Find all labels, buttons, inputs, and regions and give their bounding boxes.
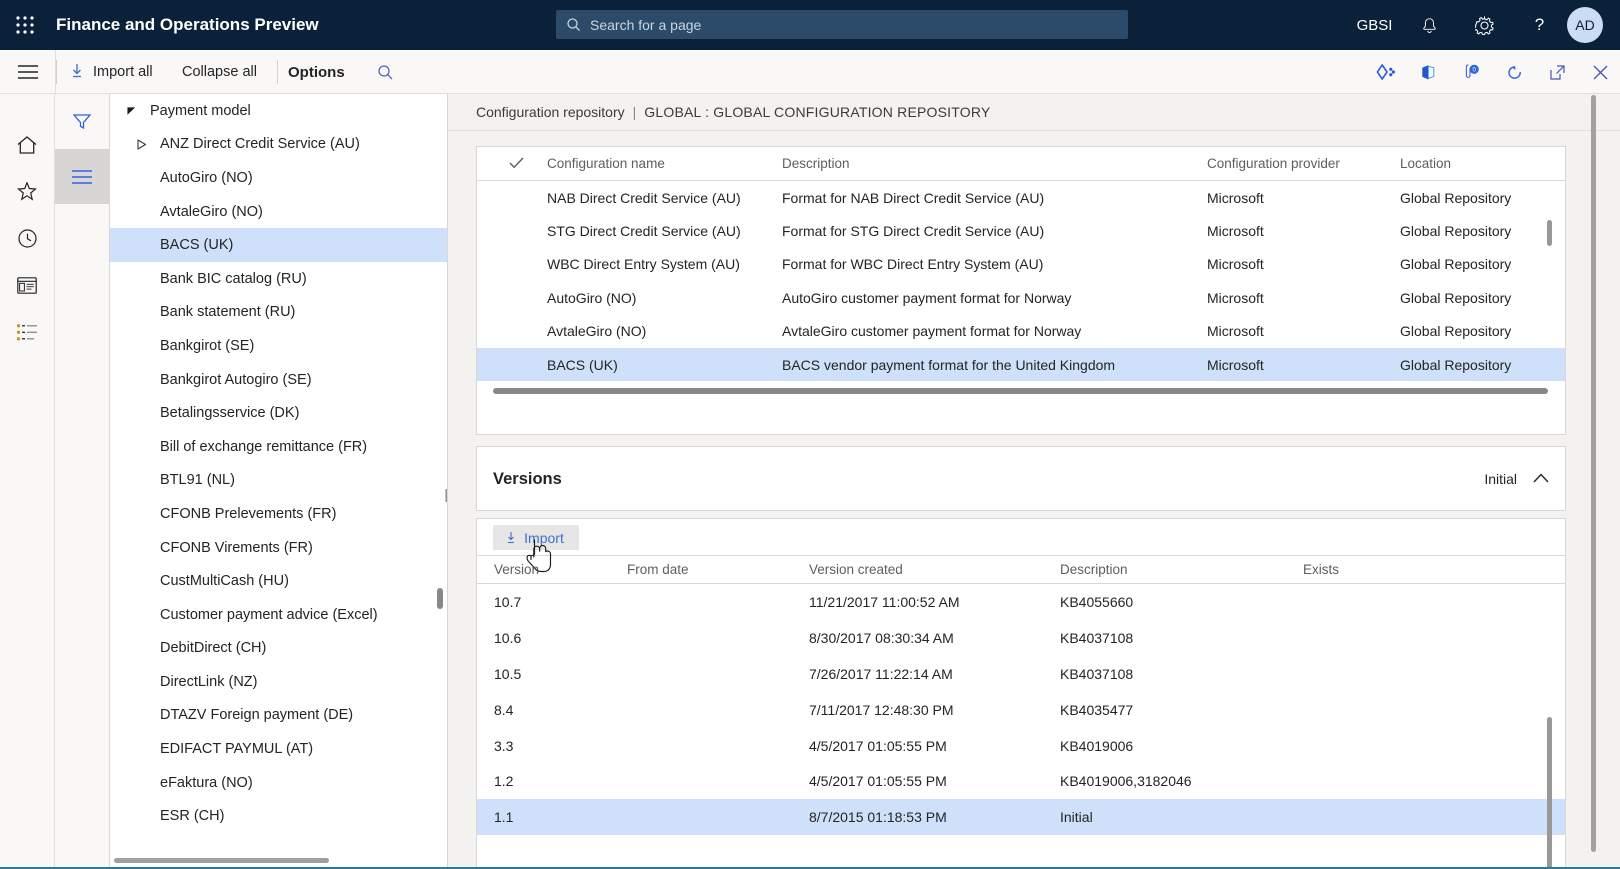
svg-text:0: 0 xyxy=(1472,67,1476,74)
